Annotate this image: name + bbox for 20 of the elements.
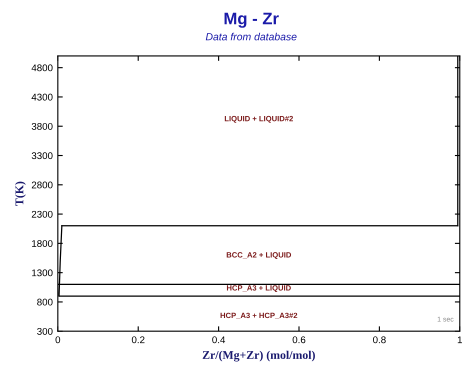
chart-subtitle: Data from database [206,32,297,40]
y-axis-title: T(K) [15,182,26,206]
y-tick-label: 800 [37,298,53,306]
x-tick-label: 0.8 [373,336,386,344]
x-tick-label: 1 [458,336,462,344]
y-tick-label: 300 [37,328,53,335]
x-tick-label: 0 [56,336,60,344]
x-axis-title: Zr/(Mg+Zr) (mol/mol) [202,350,315,362]
y-tick-label: 1800 [32,240,53,247]
x-tick-label: 0.4 [212,336,226,344]
chart-title: Mg - Zr [224,12,279,28]
y-tick-label: 2800 [32,182,53,188]
y-tick-label: 4300 [32,94,53,101]
y-tick-label: 3800 [32,122,53,130]
x-tick-label: 0.6 [292,336,306,344]
y-tick-label: 2300 [32,210,53,218]
x-tick-label: 0.2 [132,336,144,344]
y-tick-label: 4800 [32,64,53,72]
y-tick-label: 1300 [32,269,53,276]
y-tick-label: 3300 [32,152,53,160]
